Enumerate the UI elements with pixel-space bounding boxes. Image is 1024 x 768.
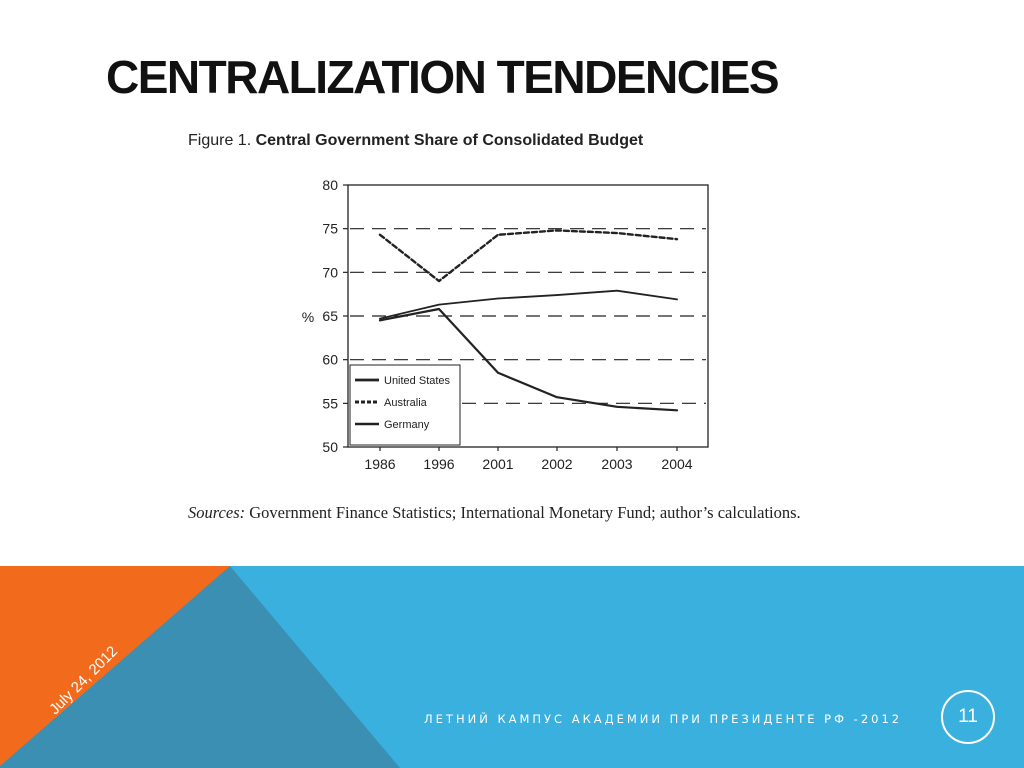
point-united-states-1986 <box>379 319 381 322</box>
point-united-states-2004 <box>676 409 678 412</box>
sources-note: Sources: Government Finance Statistics; … <box>188 503 801 523</box>
x-tick-label-2004: 2004 <box>661 456 692 472</box>
sources-text: Government Finance Statistics; Internati… <box>249 503 801 522</box>
point-australia-1996 <box>438 280 440 282</box>
legend-label-germany: Germany <box>384 419 430 431</box>
point-united-states-2001 <box>497 371 499 374</box>
point-australia-2002 <box>556 229 558 232</box>
x-tick-label-2002: 2002 <box>541 456 572 472</box>
y-tick-label-65: 65 <box>322 308 338 324</box>
point-australia-2004 <box>676 238 678 240</box>
point-germany-2002 <box>556 294 558 296</box>
legend-label-australia: Australia <box>384 397 428 409</box>
y-tick-label-75: 75 <box>322 221 338 237</box>
legend-label-united-states: United States <box>384 375 451 387</box>
point-germany-1996 <box>438 303 440 306</box>
point-united-states-2003 <box>616 406 618 408</box>
legend-box <box>349 364 461 446</box>
series-line-united-states <box>378 307 679 412</box>
point-australia-1986 <box>379 233 381 236</box>
figure-caption: Figure 1. Central Government Share of Co… <box>188 132 643 150</box>
y-tick-label-55: 55 <box>322 395 338 411</box>
x-tick-label-2003: 2003 <box>601 456 632 472</box>
point-germany-2001 <box>497 297 499 300</box>
page-number-badge: 11 <box>941 690 995 744</box>
y-tick-label-50: 50 <box>322 439 338 455</box>
x-tick-label-1996: 1996 <box>423 456 454 472</box>
point-australia-2001 <box>497 233 499 236</box>
sources-label: Sources: <box>188 503 246 522</box>
footer-orange-shape <box>0 566 230 766</box>
point-germany-1986 <box>379 317 381 320</box>
y-tick-label-80: 80 <box>322 177 338 193</box>
point-united-states-1996 <box>438 308 440 310</box>
footer-text: ЛЕТНИЙ КАМПУС АКАДЕМИИ ПРИ ПРЕЗИДЕНТЕ РФ… <box>424 712 903 726</box>
point-australia-2003 <box>616 232 618 234</box>
slide-title: CENTRALIZATION TENDENCIES <box>106 51 780 103</box>
series-line-germany <box>379 289 678 320</box>
y-tick-label-70: 70 <box>322 264 338 280</box>
line-chart: 50 55 60 65 70 75 80% 1986 1996 2001 2002 2003 2004 U… <box>302 177 709 472</box>
figure-title: Central Government Share of Consolidated… <box>255 132 644 149</box>
y-axis-label: % <box>302 309 314 325</box>
series-line-australia <box>378 229 679 283</box>
figure-label: Figure 1. <box>188 132 252 149</box>
point-germany-2004 <box>676 298 678 301</box>
footer-band <box>0 566 1024 768</box>
x-tick-label-2001: 2001 <box>482 456 513 472</box>
point-united-states-2002 <box>556 396 558 399</box>
point-germany-2003 <box>616 289 618 292</box>
y-tick-label-60: 60 <box>322 352 338 368</box>
x-tick-label-1986: 1986 <box>364 456 395 472</box>
